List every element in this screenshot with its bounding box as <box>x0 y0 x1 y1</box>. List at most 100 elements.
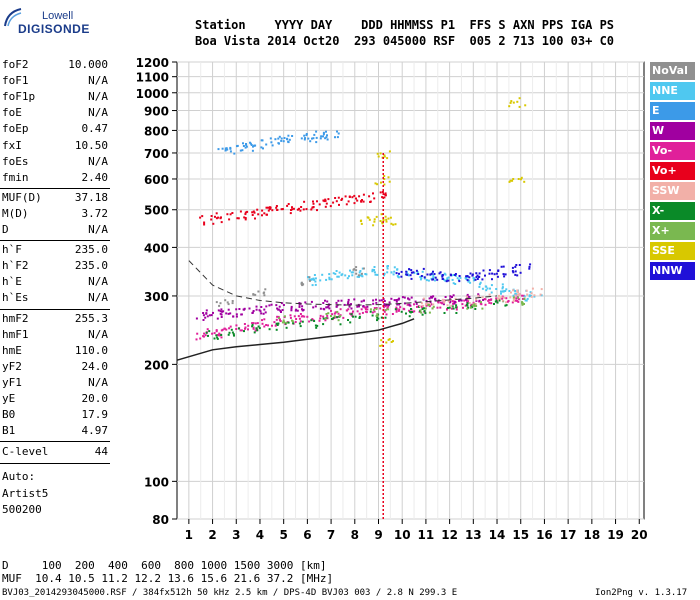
digisonde-logo-mark <box>4 8 22 27</box>
data-point <box>349 321 352 324</box>
data-point <box>352 310 354 313</box>
data-point <box>236 145 238 148</box>
data-point <box>362 305 365 307</box>
data-point <box>287 203 290 205</box>
data-point <box>229 325 232 328</box>
data-point <box>511 179 514 182</box>
data-point <box>324 317 327 320</box>
x-tick-label: 6 <box>303 528 311 542</box>
data-point <box>313 133 316 136</box>
data-point <box>335 301 338 304</box>
data-point <box>260 146 263 149</box>
param-value: N/A <box>88 375 108 389</box>
data-point <box>337 275 340 278</box>
data-point <box>387 305 390 308</box>
data-point <box>375 301 378 304</box>
data-point <box>372 299 375 302</box>
data-point <box>471 274 474 277</box>
data-point <box>278 316 280 319</box>
data-point <box>361 199 363 201</box>
data-point <box>381 196 384 199</box>
data-point <box>252 293 255 296</box>
x-tick-label: 19 <box>607 528 624 542</box>
param-value: 20.0 <box>81 392 109 405</box>
param-yf1: yF1 N/A <box>2 376 108 392</box>
data-point <box>277 137 280 140</box>
data-point <box>233 334 235 337</box>
data-point <box>251 323 254 326</box>
data-point <box>473 303 476 306</box>
data-point <box>451 296 453 298</box>
data-point <box>377 155 380 158</box>
data-point <box>357 274 360 277</box>
data-point <box>517 291 519 294</box>
data-point <box>446 277 449 280</box>
data-point <box>425 300 428 302</box>
data-point <box>347 300 350 303</box>
param-value: 235.0 <box>74 243 108 257</box>
data-point <box>432 276 435 279</box>
data-point <box>328 276 331 279</box>
data-point <box>320 135 323 138</box>
data-point <box>271 324 273 327</box>
data-point <box>331 313 334 316</box>
data-point <box>383 274 386 277</box>
data-point <box>379 152 382 155</box>
data-point <box>375 298 377 301</box>
data-point <box>308 279 311 282</box>
data-point <box>271 144 274 147</box>
data-point <box>383 196 386 199</box>
param-label: foF2 <box>2 58 29 71</box>
data-point <box>342 316 345 319</box>
data-point <box>276 307 279 310</box>
data-point <box>244 327 246 330</box>
data-point <box>408 315 411 318</box>
data-point <box>504 290 507 292</box>
data-point <box>394 223 397 226</box>
data-point <box>516 100 519 103</box>
data-point <box>227 312 230 315</box>
data-point <box>263 212 266 215</box>
data-point <box>301 315 304 318</box>
data-point <box>221 147 224 150</box>
data-point <box>410 271 413 274</box>
param-value: 4.97 <box>81 424 109 438</box>
data-point <box>518 97 521 100</box>
data-point <box>232 333 235 336</box>
data-point <box>449 295 452 298</box>
data-point <box>371 314 374 317</box>
data-point <box>205 309 208 312</box>
data-point <box>376 319 378 322</box>
data-point <box>252 310 255 312</box>
data-point <box>517 296 520 299</box>
data-point <box>429 303 432 305</box>
data-point <box>231 300 234 302</box>
data-point <box>444 273 447 276</box>
data-point <box>294 309 297 312</box>
data-point <box>454 300 456 303</box>
data-point <box>466 279 469 282</box>
data-point <box>523 298 526 300</box>
data-point <box>248 307 251 310</box>
data-point <box>334 197 337 199</box>
data-point <box>371 270 374 273</box>
data-point <box>405 270 408 273</box>
data-point <box>287 134 290 137</box>
data-point <box>521 303 524 306</box>
data-point <box>390 297 393 300</box>
data-point <box>426 302 429 305</box>
data-point <box>322 315 325 318</box>
data-point <box>334 136 336 139</box>
data-point <box>326 138 329 141</box>
data-point <box>336 316 339 319</box>
data-point <box>290 309 293 312</box>
data-point <box>518 105 521 108</box>
data-point <box>467 280 470 283</box>
data-point <box>466 300 469 303</box>
data-point <box>482 269 485 272</box>
data-point <box>256 322 259 325</box>
data-point <box>226 213 229 216</box>
data-point <box>281 321 284 324</box>
data-point <box>304 301 307 304</box>
data-point <box>506 300 509 303</box>
